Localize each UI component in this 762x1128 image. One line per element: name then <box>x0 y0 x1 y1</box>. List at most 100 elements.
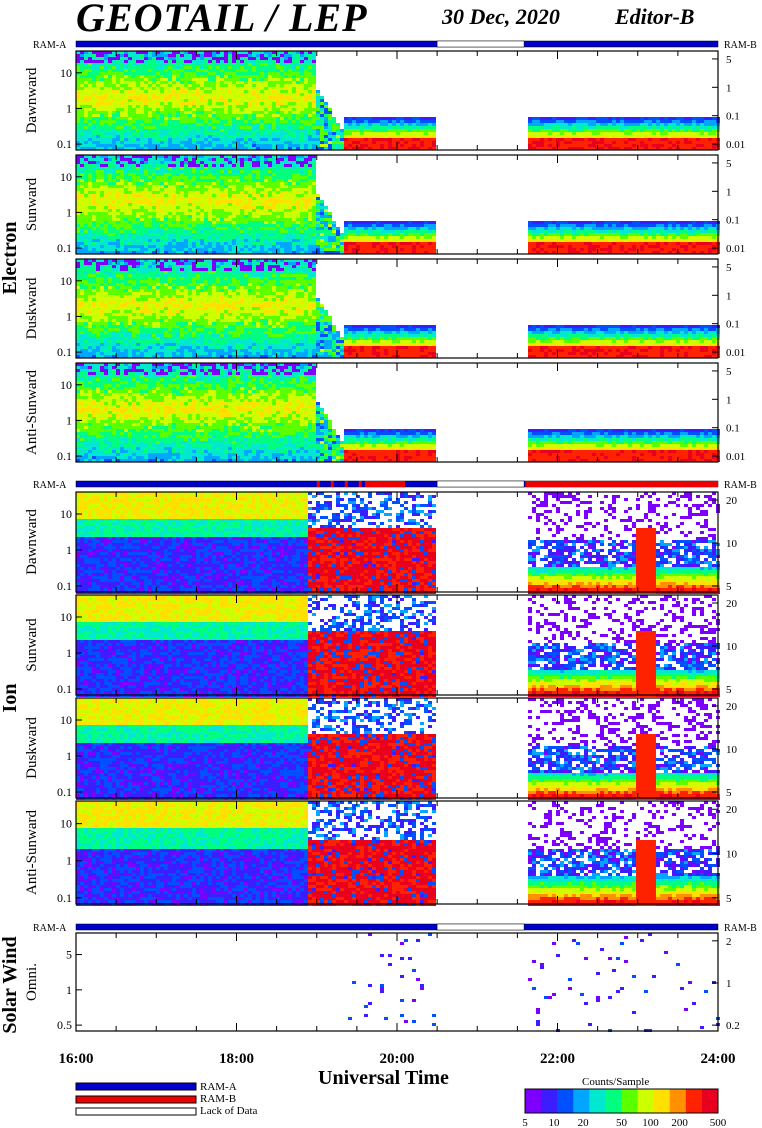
spectrogram-cell <box>176 69 180 72</box>
spectrogram-cell <box>124 69 128 72</box>
ram-label-right: RAM-B <box>724 480 757 491</box>
spectrogram-cell <box>148 66 152 69</box>
spectrogram-cell <box>140 63 144 66</box>
spectrogram-cell <box>112 63 116 66</box>
spectrogram-cell <box>196 69 200 72</box>
spectrogram-cell <box>176 87 180 90</box>
spectrogram-cell <box>116 78 120 81</box>
spectrogram-cell <box>164 84 168 87</box>
spectrogram-cell <box>120 57 124 60</box>
spectrogram-cell <box>160 129 164 132</box>
spectrogram-cell <box>132 72 136 75</box>
spectrogram-cell <box>140 123 144 126</box>
spectrogram-cell <box>192 87 196 90</box>
spectrogram-cell <box>172 123 176 126</box>
spectrogram-cell <box>208 96 212 99</box>
spectrogram-cell <box>128 69 132 72</box>
spectrogram-cell <box>160 135 164 138</box>
spectrogram-cell <box>168 99 172 102</box>
spectrogram-cell <box>100 84 104 87</box>
spectrogram-chart: RAM-A RAM-BRAM-A RAM-BRAM-A RAM-B1010.1510.… <box>0 0 762 1128</box>
spectrogram-cell <box>128 141 132 144</box>
spectrogram-cell <box>168 87 172 90</box>
spectrogram-cell <box>184 63 188 66</box>
spectrogram-cell <box>168 108 172 111</box>
spectrogram-cell <box>184 72 188 75</box>
spectrogram-cell <box>104 135 108 138</box>
spectrogram-cell <box>192 105 196 108</box>
spectrogram-cell <box>156 81 160 84</box>
spectrogram-cell <box>132 54 136 57</box>
spectrogram-cell <box>112 123 116 126</box>
spectrogram-cell <box>88 96 92 99</box>
spectrogram-cell <box>140 141 144 144</box>
spectrogram-cell <box>136 126 140 129</box>
spectrogram-cell <box>144 141 148 144</box>
spectrogram-cell <box>120 81 124 84</box>
spectrogram-cell <box>100 69 104 72</box>
spectrogram-cell <box>112 111 116 114</box>
spectrogram-cell <box>136 57 140 60</box>
spectrogram-cell <box>188 111 192 114</box>
spectrogram-cell <box>96 135 100 138</box>
spectrogram-cell <box>212 93 216 96</box>
spectrogram-cell <box>172 141 176 144</box>
spectrogram-cell <box>80 135 84 138</box>
spectrogram-cell <box>116 60 120 63</box>
spectrogram-cell <box>120 129 124 132</box>
spectrogram-cell <box>132 60 136 63</box>
spectrogram-cell <box>92 72 96 75</box>
spectrogram-cell <box>188 99 192 102</box>
spectrogram-cell <box>84 66 88 69</box>
spectrogram-cell <box>96 126 100 129</box>
spectrogram-cell <box>208 90 212 93</box>
spectrogram-cell <box>216 102 220 105</box>
spectrogram-cell <box>136 138 140 141</box>
spectrogram-cell <box>160 114 164 117</box>
spectrogram-cell <box>200 84 204 87</box>
spectrogram-cell <box>88 78 92 81</box>
spectrogram-cell <box>196 123 200 126</box>
spectrogram-cell <box>160 102 164 105</box>
spectrogram-cell <box>112 54 116 57</box>
spectrogram-cell <box>148 102 152 105</box>
spectrogram-cell <box>104 54 108 57</box>
spectrogram-cell <box>176 108 180 111</box>
spectrogram-cell <box>156 96 160 99</box>
spectrogram-cell <box>144 60 148 63</box>
spectrogram-cell <box>100 93 104 96</box>
spectrogram-cell <box>220 102 224 105</box>
spectrogram-cell <box>168 57 172 60</box>
spectrogram-cell <box>92 129 96 132</box>
spectrogram-cell <box>140 135 144 138</box>
spectrogram-cell <box>208 135 212 138</box>
spectrogram-cell <box>200 114 204 117</box>
spectrogram-cell <box>180 114 184 117</box>
spectrogram-cell <box>152 87 156 90</box>
spectrogram-cell <box>116 105 120 108</box>
spectrogram-cell <box>204 105 208 108</box>
spectrogram-cell <box>92 135 96 138</box>
spectrogram-cell <box>152 138 156 141</box>
spectrogram-cell <box>204 99 208 102</box>
spectrogram-cell <box>132 132 136 135</box>
spectrogram-cell <box>124 63 128 66</box>
spectrogram-cell <box>116 84 120 87</box>
ram-bar-ramb-tick <box>317 481 320 487</box>
spectrogram-cell <box>192 102 196 105</box>
spectrogram-cell <box>176 111 180 114</box>
spectrogram-cell <box>164 99 168 102</box>
spectrogram-cell <box>116 123 120 126</box>
spectrogram-cell <box>140 75 144 78</box>
spectrogram-cell <box>148 144 152 147</box>
spectrogram-cell <box>196 96 200 99</box>
spectrogram-cell <box>156 60 160 63</box>
spectrogram-cell <box>212 144 216 147</box>
spectrogram-cell <box>84 69 88 72</box>
spectrogram-cell <box>128 87 132 90</box>
spectrogram-cell <box>108 63 112 66</box>
spectrogram-cell <box>188 123 192 126</box>
spectrogram-cell <box>220 75 224 78</box>
spectrogram-cell <box>204 144 208 147</box>
spectrogram-cell <box>108 99 112 102</box>
